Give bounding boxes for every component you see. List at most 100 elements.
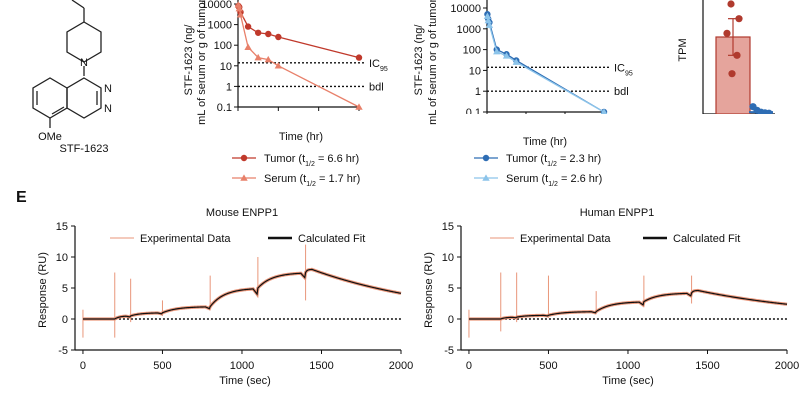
data-point-serum (493, 47, 501, 55)
x-tick-label: 1000 (230, 360, 254, 372)
x-tick-label: 2000 (775, 360, 799, 372)
x-tick-label: 1500 (695, 360, 719, 372)
data-point-tumor (275, 33, 282, 41)
y-tick-label: 10 (469, 65, 481, 77)
legend-entry-tumor: Tumor (t1/2 = 6.6 hr) (264, 153, 359, 168)
x-tick-label: 8 (275, 113, 281, 125)
reference-line-label: bdl (614, 86, 629, 98)
x-tick-label: MC38 (746, 124, 775, 136)
spr-human-chart: Human ENPP1 Response (RU) Time (sec) -5 0… (423, 207, 799, 387)
data-point-emt6 (735, 15, 743, 23)
legend-calculated-fit: Calculated Fit (673, 233, 740, 245)
spr-mouse-ylabel: Response (RU) (37, 252, 49, 328)
data-point-serum (485, 21, 494, 28)
y-tick-label: 15 (442, 221, 454, 233)
legend-swatch-marker (482, 174, 490, 181)
x-tick-label: 16 (559, 118, 571, 130)
x-tick-label: 24 (353, 113, 365, 125)
data-point-serum (254, 53, 262, 61)
data-point-tumor (254, 29, 262, 36)
data-point-serum (483, 12, 492, 20)
data-point-tumor (355, 54, 363, 61)
calculated-fit-line (82, 268, 402, 320)
y-tick-label: 10000 (450, 3, 481, 15)
x-tick-label: 24 (598, 118, 610, 130)
y-tick-label: 15 (56, 221, 68, 233)
pk-left-ylabel-1: STF-1623 (ng/ (183, 24, 195, 96)
data-point-emt6 (728, 70, 736, 78)
y-tick-label: 1000 (457, 24, 481, 36)
series-line-tumor (486, 14, 605, 113)
y-tick-label: 1 (226, 81, 232, 93)
y-tick-label: 100 (214, 40, 232, 52)
legend-entry-serum: Serum (t1/2 = 1.7 hr) (264, 173, 360, 188)
pk-right-reference-lines: IC95 bdl (487, 62, 633, 98)
legend-experimental-data: Experimental Data (520, 233, 611, 245)
pk-left-axes: 0.1 1 10 100 1000 10000 0 8 16 24 (201, 0, 365, 125)
x-tick-label: 16 (313, 113, 325, 125)
reference-line-label: bdl (369, 81, 384, 93)
data-point-serum (264, 55, 272, 63)
pk-left-xlabel: Time (hr) (279, 131, 323, 143)
pk-left-legend: Tumor (t1/2 = 6.6 hr) Serum (t1/2 = 1.7 h… (232, 153, 360, 188)
spr-mouse-xlabel: Time (sec) (219, 375, 271, 387)
pk-right-ylabel-2: mL of serum or g of tumor) (427, 0, 439, 125)
double-bond (51, 106, 65, 115)
pk-right-axes: 0.1 1 10 100 1000 10000 0 8 16 24 (450, 0, 610, 130)
benzene-ring (32, 77, 68, 119)
pk-right-legend: Tumor (t1/2 = 2.3 hr) Serum (t1/2 = 2.6 h… (474, 153, 602, 188)
y-tick-label: 0 (448, 314, 454, 326)
data-point-serum (236, 11, 245, 18)
legend-experimental-data: Experimental Data (140, 233, 231, 245)
legend-swatch-marker (240, 154, 248, 162)
x-tick-label: 2000 (389, 360, 413, 372)
x-tick-label: 0 (80, 360, 86, 372)
y-tick-label: 1 (475, 86, 481, 98)
data-point-serum (502, 52, 511, 59)
data-point-serum (355, 103, 363, 110)
bond (71, 0, 85, 9)
y-tick-label: 1000 (208, 20, 232, 32)
pk-left-series (234, 1, 363, 110)
pk-left-chart: STF-1623 (ng/ mL of serum or g of tumor)… (183, 0, 388, 188)
pyrimidine-ring (66, 77, 102, 119)
y-tick-label: 0.1 (466, 107, 481, 119)
legend-entry-serum: Serum (t1/2 = 2.6 hr) (506, 173, 602, 188)
quinazoline-n-label: N (104, 83, 112, 95)
legend-swatch-marker (482, 154, 490, 162)
x-tick-label: 0 (484, 118, 490, 130)
y-tick-label: -5 (58, 345, 68, 357)
series-line-serum (486, 16, 605, 113)
spr-human-marks: -5 0 5 10 15 0 500 1000 1500 2000 Experimental Dat… (442, 221, 799, 372)
spr-mouse-chart: Mouse ENPP1 Response (RU) Time (sec) -5 0… (37, 207, 413, 387)
y-tick-label: 10 (442, 252, 454, 264)
data-point-serum (244, 43, 252, 50)
methoxy-label: OMe (38, 131, 62, 143)
tpm-ylabel: TPM (677, 38, 689, 61)
x-tick-label: 500 (539, 360, 557, 372)
x-tick-label: 1000 (616, 360, 640, 372)
data-point-emt6 (727, 0, 735, 8)
piperidine-n-label: N (80, 57, 88, 69)
spr-mouse-marks: -5 0 5 10 15 0 500 1000 1500 2000 Experimental Dat… (56, 221, 413, 372)
data-point-emt6 (733, 51, 741, 59)
y-tick-label: 5 (62, 283, 68, 295)
y-tick-label: 10 (56, 252, 68, 264)
quinazoline-n-label-2: N (104, 103, 112, 115)
calculated-fit-line (468, 289, 788, 320)
data-point-serum (484, 16, 492, 24)
legend-entry-tumor: Tumor (t1/2 = 2.3 hr) (506, 153, 601, 168)
x-tick-label: EMT6 (718, 124, 747, 136)
y-tick-label: 5 (448, 283, 454, 295)
x-tick-label: 8 (523, 118, 529, 130)
data-point-tumor (244, 23, 252, 30)
legend-calculated-fit: Calculated Fit (298, 233, 365, 245)
x-tick-label: 0 (466, 360, 472, 372)
data-point-mc38 (759, 110, 767, 114)
pk-left-reference-lines: IC95 bdl (238, 58, 388, 93)
pk-right-chart: STF-1623 (ng/ mL of serum or g of tumor)… (413, 0, 633, 188)
x-tick-label: 500 (153, 360, 171, 372)
y-tick-label: -5 (444, 345, 454, 357)
spr-human-ylabel: Response (RU) (423, 252, 435, 328)
